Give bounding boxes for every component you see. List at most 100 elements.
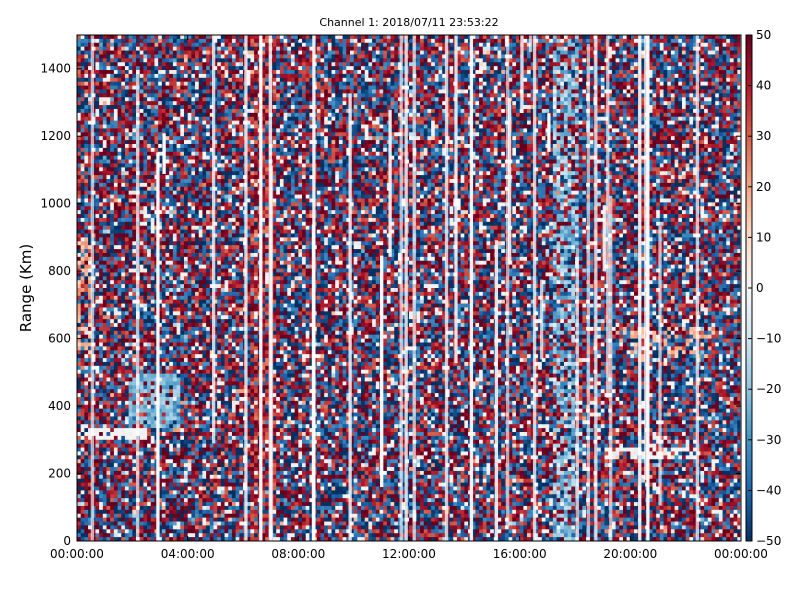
- x-tick-label: 16:00:00: [493, 547, 547, 561]
- colorbar-tick-label: 10: [756, 230, 771, 244]
- colorbar-segment: [746, 475, 752, 481]
- colorbar-segment: [746, 126, 752, 132]
- colorbar-segment: [746, 167, 752, 173]
- colorbar-segment: [746, 187, 752, 193]
- colorbar-segment: [746, 172, 752, 178]
- y-tick-label: 1000: [40, 197, 71, 211]
- heatmap-cells: [77, 35, 743, 541]
- colorbar-tick-label: 0: [756, 281, 764, 295]
- colorbar-segment: [746, 96, 752, 102]
- colorbar-segment: [746, 177, 752, 183]
- colorbar-segment: [746, 425, 752, 431]
- colorbar-segment: [746, 35, 752, 41]
- colorbar-segment: [746, 237, 752, 243]
- colorbar-segment: [746, 389, 752, 395]
- y-tick-label: 1400: [40, 62, 71, 76]
- colorbar-segment: [746, 415, 752, 421]
- colorbar-segment: [746, 91, 752, 97]
- x-tick-label: 20:00:00: [603, 547, 657, 561]
- colorbar-segment: [746, 511, 752, 517]
- colorbar-segment: [746, 369, 752, 375]
- colorbar-segment: [746, 293, 752, 299]
- colorbar-segment: [746, 202, 752, 208]
- x-tick-label: 12:00:00: [382, 547, 436, 561]
- colorbar-segment: [746, 450, 752, 456]
- colorbar-segment: [746, 86, 752, 92]
- colorbar-segment: [746, 136, 752, 142]
- colorbar-segment: [746, 263, 752, 269]
- colorbar-segment: [746, 359, 752, 365]
- colorbar-segment: [746, 258, 752, 264]
- colorbar-segment: [746, 227, 752, 233]
- colorbar-segment: [746, 248, 752, 254]
- colorbar-segment: [746, 101, 752, 107]
- y-tick-label: 600: [48, 332, 71, 346]
- colorbar-segment: [746, 273, 752, 279]
- colorbar-segment: [746, 65, 752, 71]
- x-tick-label: 00:00:00: [714, 547, 768, 561]
- y-axis-label: Range (Km): [17, 244, 35, 332]
- colorbar-segment: [746, 162, 752, 168]
- colorbar-segment: [746, 404, 752, 410]
- colorbar-tick-label: −10: [756, 332, 781, 346]
- colorbar-segment: [746, 50, 752, 56]
- colorbar-segment: [746, 278, 752, 284]
- colorbar-segment: [746, 75, 752, 81]
- colorbar-segment: [746, 516, 752, 522]
- colorbar-tick-label: 50: [756, 28, 771, 42]
- colorbar-segment: [746, 253, 752, 259]
- colorbar-segment: [746, 521, 752, 527]
- colorbar-segment: [746, 430, 752, 436]
- colorbar-segment: [746, 440, 752, 446]
- colorbar-segment: [746, 212, 752, 218]
- colorbar-segment: [746, 308, 752, 314]
- colorbar-segment: [746, 495, 752, 501]
- colorbar-segment: [746, 354, 752, 360]
- colorbar-segment: [746, 116, 752, 122]
- colorbar-segment: [746, 151, 752, 157]
- colorbar-segment: [746, 420, 752, 426]
- colorbar-segment: [746, 394, 752, 400]
- colorbar-segment: [746, 445, 752, 451]
- colorbar-tick-label: 20: [756, 180, 771, 194]
- colorbar-segment: [746, 526, 752, 532]
- colorbar-tick-label: −50: [756, 534, 781, 548]
- colorbar-segment: [746, 465, 752, 471]
- colorbar-segment: [746, 106, 752, 112]
- colorbar-segment: [746, 344, 752, 350]
- y-tick-label: 400: [48, 399, 71, 413]
- colorbar-segment: [746, 288, 752, 294]
- colorbar-segment: [746, 318, 752, 324]
- x-tick-label: 00:00:00: [50, 547, 104, 561]
- colorbar-segment: [746, 313, 752, 319]
- x-tick-label: 08:00:00: [271, 547, 325, 561]
- colorbar-segment: [746, 197, 752, 203]
- colorbar-segment: [746, 364, 752, 370]
- colorbar-segment: [746, 217, 752, 223]
- colorbar-tick-label: −30: [756, 433, 781, 447]
- colorbar-segment: [746, 339, 752, 345]
- colorbar-segment: [746, 506, 752, 512]
- colorbar-segment: [746, 399, 752, 405]
- colorbar-segment: [746, 45, 752, 51]
- colorbar-segment: [746, 374, 752, 380]
- colorbar-segment: [746, 303, 752, 309]
- y-tick-label: 200: [48, 467, 71, 481]
- colorbar-segment: [746, 379, 752, 385]
- colorbar-segment: [746, 298, 752, 304]
- colorbar-segment: [746, 70, 752, 76]
- y-tick-label: 1200: [40, 129, 71, 143]
- colorbar-segment: [746, 470, 752, 476]
- chart-title: Channel 1: 2018/07/11 23:53:22: [319, 16, 498, 29]
- colorbar-segment: [746, 501, 752, 507]
- colorbar-segment: [746, 328, 752, 334]
- colorbar-segment: [746, 349, 752, 355]
- colorbar-tick-label: −40: [756, 483, 781, 497]
- colorbar-segment: [746, 121, 752, 127]
- colorbar-segment: [746, 146, 752, 152]
- colorbar-segment: [746, 141, 752, 147]
- colorbar-segment: [746, 531, 752, 537]
- colorbar-segment: [746, 268, 752, 274]
